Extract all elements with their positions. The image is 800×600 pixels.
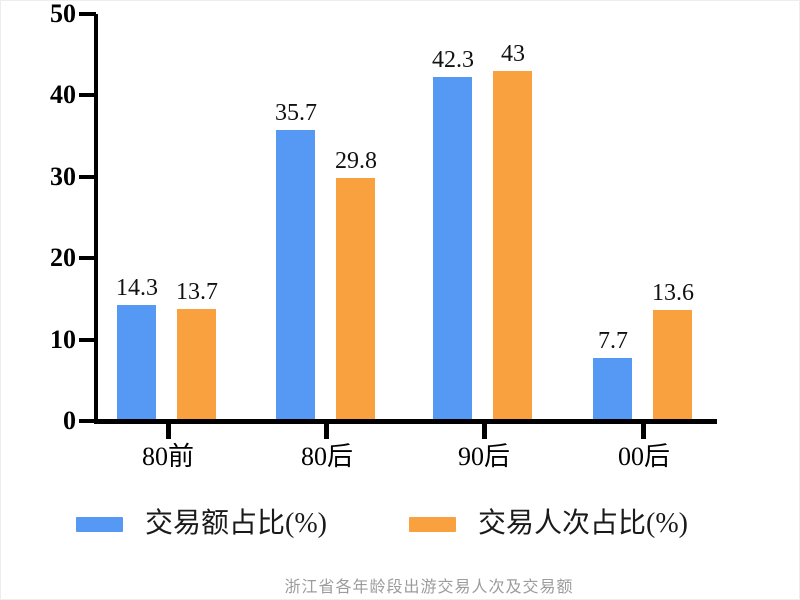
bar — [117, 305, 156, 421]
bar — [593, 358, 632, 421]
bar-value-label: 43 — [501, 41, 525, 67]
bar-value-label: 29.8 — [335, 148, 377, 174]
x-axis-line — [94, 419, 717, 424]
bar-value-label: 13.7 — [176, 279, 218, 305]
y-tick-mark — [79, 256, 96, 260]
bar — [276, 130, 315, 421]
chart-caption: 浙江省各年龄段出游交易人次及交易额 — [284, 579, 574, 596]
legend-label: 交易人次占比(%) — [478, 508, 688, 539]
bar-value-label: 42.3 — [432, 47, 474, 73]
bar — [493, 71, 532, 421]
y-tick-label: 20 — [50, 243, 76, 272]
y-tick-mark — [79, 12, 96, 16]
bar — [177, 309, 216, 421]
legend-item: 交易人次占比(%) — [409, 505, 688, 543]
legend-label: 交易额占比(%) — [145, 508, 327, 539]
x-tick-mark — [166, 421, 171, 439]
x-category-label: 90后 — [457, 442, 510, 471]
y-tick-label: 40 — [50, 80, 76, 109]
x-category-label: 80前 — [141, 442, 194, 471]
bar-value-label: 13.6 — [652, 280, 694, 306]
y-tick-mark — [79, 93, 96, 97]
bar — [653, 310, 692, 421]
x-category-label: 80后 — [300, 442, 353, 471]
bar-value-label: 14.3 — [116, 275, 158, 301]
legend-swatch — [76, 516, 123, 532]
x-tick-mark — [641, 421, 646, 439]
y-tick-mark — [79, 419, 96, 423]
bar-value-label: 7.7 — [598, 328, 628, 354]
y-tick-label: 10 — [50, 325, 76, 354]
y-tick-mark — [79, 338, 96, 342]
bar — [336, 178, 375, 421]
y-tick-label: 30 — [50, 162, 76, 191]
x-tick-mark — [324, 421, 329, 439]
y-tick-label: 0 — [63, 406, 76, 435]
y-axis-line — [94, 14, 98, 424]
legend-swatch — [409, 516, 456, 532]
x-tick-mark — [482, 421, 487, 439]
y-tick-mark — [79, 175, 96, 179]
x-category-label: 00后 — [617, 442, 670, 471]
bar-value-label: 35.7 — [275, 100, 317, 126]
y-tick-label: 50 — [50, 0, 76, 28]
legend-item: 交易额占比(%) — [76, 505, 327, 543]
bar — [433, 77, 472, 421]
